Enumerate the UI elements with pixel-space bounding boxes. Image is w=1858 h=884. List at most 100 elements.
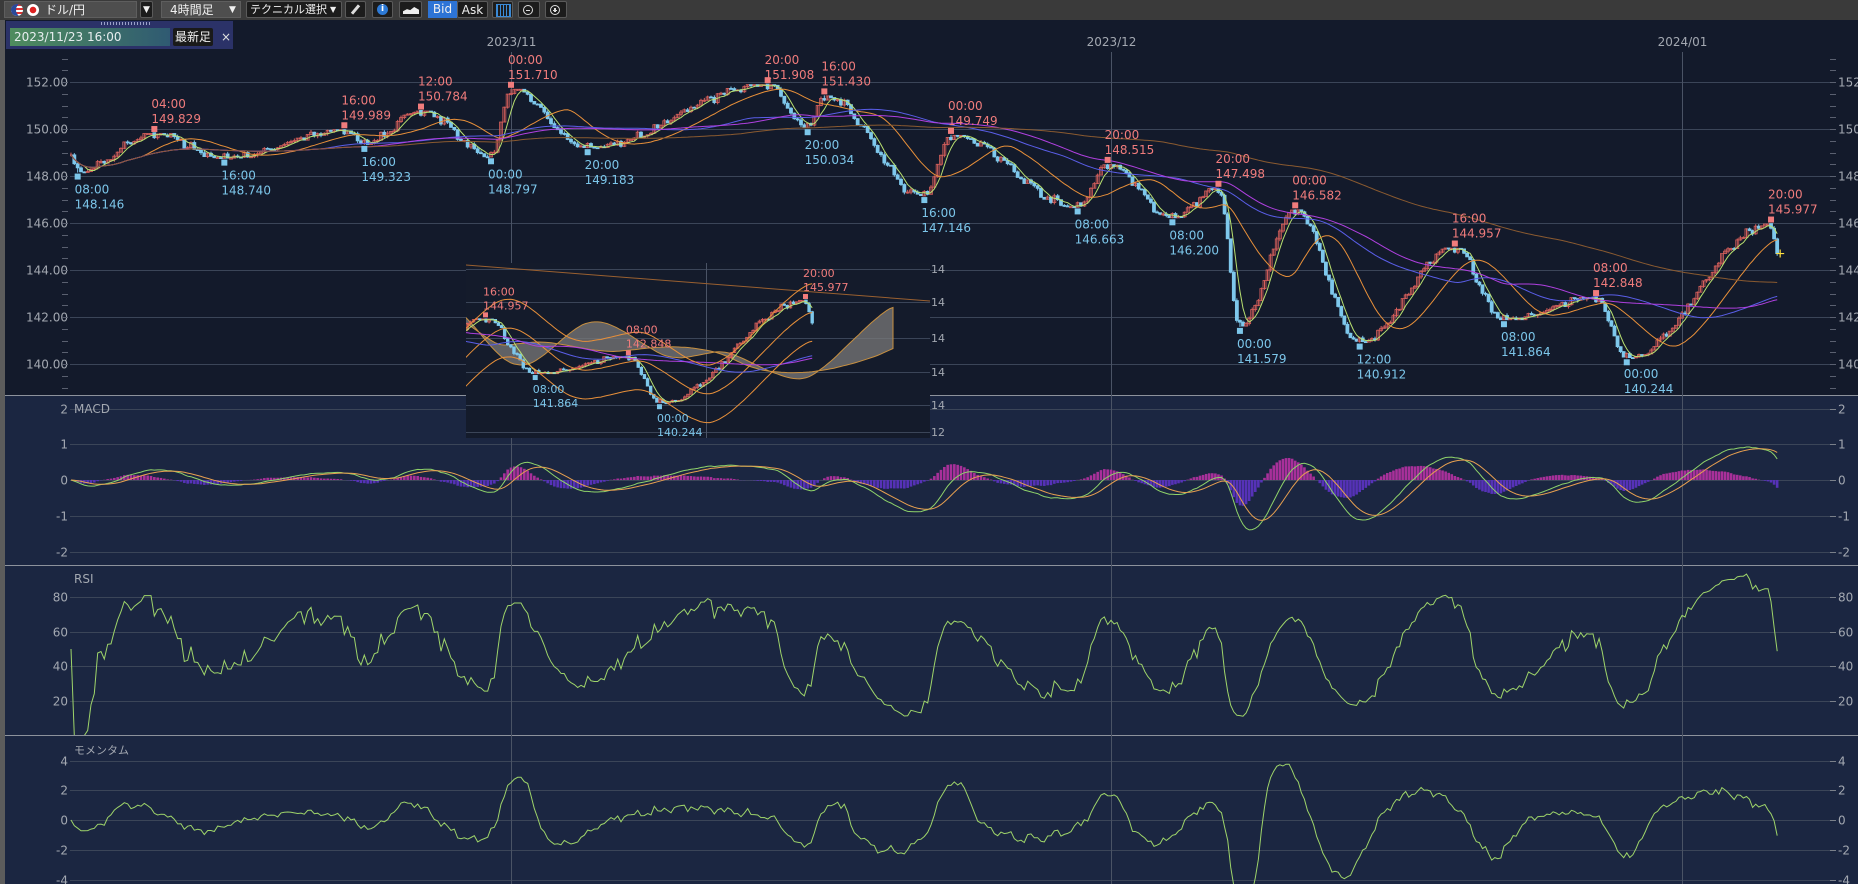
macd-histogram-bar bbox=[1284, 458, 1288, 480]
macd-histogram-bar bbox=[443, 480, 446, 482]
candle-body bbox=[282, 144, 287, 147]
candle-body bbox=[1327, 274, 1331, 281]
zoom-out-button[interactable] bbox=[518, 1, 540, 18]
candle-body bbox=[199, 149, 203, 154]
inset-long-ma-line bbox=[466, 264, 931, 302]
macd-histogram-bar bbox=[829, 476, 833, 480]
candle-body bbox=[249, 156, 253, 159]
candle-body bbox=[1388, 322, 1393, 325]
annotation-time: 20:00 bbox=[1215, 152, 1250, 166]
chart-type-button[interactable] bbox=[399, 1, 422, 18]
macd-histogram-bar bbox=[686, 475, 689, 480]
candle-body bbox=[1723, 250, 1727, 255]
macd-histogram-bar bbox=[953, 464, 956, 480]
macd-histogram-bar bbox=[426, 477, 429, 480]
macd-histogram-bar bbox=[1013, 480, 1016, 486]
candle-body bbox=[529, 93, 533, 102]
inset-ma-line bbox=[466, 312, 813, 395]
low-marker bbox=[584, 149, 591, 156]
low-marker bbox=[1623, 359, 1630, 366]
macd-histogram-bar bbox=[1244, 480, 1248, 505]
macd-histogram-bar bbox=[1036, 480, 1039, 486]
macd-histogram-bar bbox=[333, 478, 336, 480]
latest-bar-button[interactable]: 最新足 bbox=[173, 28, 213, 46]
drag-handle[interactable] bbox=[101, 22, 151, 25]
inset-annotation-time: 08:00 bbox=[533, 383, 565, 396]
macd-histogram-bar bbox=[853, 480, 856, 482]
macd-histogram-bar bbox=[706, 476, 709, 480]
macd-histogram-bar bbox=[1643, 480, 1647, 484]
candle-body bbox=[1658, 337, 1663, 341]
low-marker bbox=[361, 145, 368, 152]
macd-histogram-bar bbox=[1389, 471, 1392, 480]
macd-histogram-bar bbox=[1754, 478, 1757, 480]
macd-histogram-bar bbox=[1164, 480, 1168, 487]
low-marker bbox=[1236, 327, 1243, 334]
timeframe-selector[interactable]: 4時間足 ▼ bbox=[161, 1, 241, 18]
zoom-in-button[interactable] bbox=[545, 1, 567, 18]
macd-histogram-bar bbox=[106, 479, 109, 480]
candle-body bbox=[1416, 276, 1420, 287]
candle-body bbox=[1354, 338, 1359, 342]
macd-histogram-bar bbox=[916, 480, 919, 485]
inset-candle-body bbox=[726, 357, 731, 363]
macd-histogram-bar bbox=[96, 480, 99, 482]
candle-body bbox=[1695, 291, 1700, 300]
y-axis-label-right: 2 bbox=[1838, 784, 1846, 798]
candle-body bbox=[1311, 225, 1316, 232]
info-button[interactable]: i bbox=[372, 1, 393, 18]
inset-candle-body bbox=[639, 366, 644, 375]
macd-histogram-bar bbox=[129, 475, 133, 480]
candle-body bbox=[1139, 188, 1144, 191]
close-icon[interactable]: × bbox=[220, 30, 232, 44]
macd-histogram-bar bbox=[693, 476, 696, 480]
macd-histogram-bar bbox=[226, 480, 229, 483]
bid-toggle[interactable]: Bid bbox=[428, 1, 457, 18]
macd-histogram-bar bbox=[489, 480, 493, 485]
macd-histogram-bar bbox=[629, 477, 633, 480]
candle-body bbox=[1557, 305, 1562, 307]
candle-body bbox=[289, 141, 293, 143]
macd-histogram-bar bbox=[1640, 480, 1644, 485]
chart-scale-button[interactable] bbox=[492, 1, 513, 18]
symbol-selector[interactable]: ドル/円 bbox=[4, 1, 137, 18]
macd-histogram-bar bbox=[1487, 480, 1490, 493]
macd-histogram-bar bbox=[289, 477, 293, 480]
macd-histogram-bar bbox=[1637, 480, 1641, 487]
macd-histogram-bar bbox=[1603, 480, 1607, 481]
candle-body bbox=[1747, 228, 1752, 231]
candle-body bbox=[285, 142, 290, 145]
ask-toggle[interactable]: Ask bbox=[457, 1, 488, 18]
macd-histogram-bar bbox=[1496, 480, 1500, 494]
macd-histogram-bar bbox=[1149, 480, 1153, 486]
macd-histogram-bar bbox=[1557, 475, 1561, 480]
candle-body bbox=[1201, 196, 1205, 199]
candle-body bbox=[1548, 309, 1552, 311]
macd-histogram-bar bbox=[433, 479, 436, 480]
inset-high-marker bbox=[625, 350, 631, 356]
macd-histogram-bar bbox=[1542, 476, 1546, 480]
candle-body bbox=[675, 113, 680, 119]
y-axis-label-right: 144.00 bbox=[1838, 264, 1858, 278]
macd-histogram-bar bbox=[589, 480, 593, 485]
inset-axis-label: 14 bbox=[931, 332, 945, 345]
macd-histogram-bar bbox=[1419, 465, 1423, 480]
date-input[interactable]: 2023/11/23 16:00 bbox=[10, 28, 170, 46]
macd-histogram-bar bbox=[1339, 480, 1343, 498]
symbol-dropdown-button[interactable]: ▼ bbox=[140, 1, 153, 18]
macd-histogram-bar bbox=[586, 480, 589, 486]
annotation-price: 146.663 bbox=[1075, 232, 1125, 246]
draw-tool-button[interactable] bbox=[345, 1, 366, 18]
macd-histogram-bar bbox=[639, 476, 643, 480]
macd-histogram-bar bbox=[506, 469, 509, 480]
macd-histogram-bar bbox=[363, 480, 366, 484]
annotation-time: 00:00 bbox=[508, 53, 543, 67]
macd-histogram-bar bbox=[449, 480, 453, 484]
candle-body bbox=[569, 139, 573, 143]
macd-histogram-bar bbox=[1161, 480, 1165, 488]
candle-body bbox=[1382, 326, 1387, 329]
macd-histogram-bar bbox=[1039, 480, 1043, 486]
macd-histogram-bar bbox=[773, 480, 776, 482]
technical-select-button[interactable]: テクニカル選択 ▼ bbox=[246, 1, 342, 18]
